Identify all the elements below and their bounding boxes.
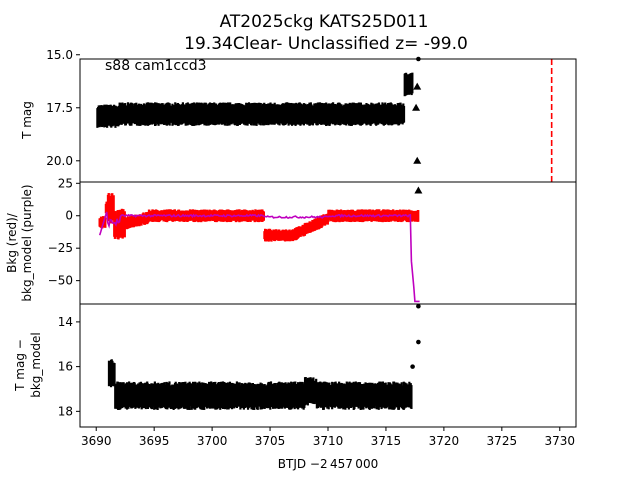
- x-tick-label: 3705: [255, 434, 286, 448]
- data-point: [416, 303, 421, 309]
- x-axis-label: BTJD −2 457 000: [278, 457, 378, 471]
- triangle-marker: [414, 186, 423, 194]
- triangle-marker: [413, 82, 422, 90]
- data-point: [410, 364, 415, 369]
- chart-title-line1: AT2025ckg KATS25D011: [220, 12, 429, 32]
- x-tick-label: 3695: [139, 434, 170, 448]
- panel-annotation: s88 cam1ccd3: [105, 58, 207, 74]
- panel-top-y-ticks: 15.0 17.5 20.0: [46, 48, 80, 168]
- panel-top: s88 cam1ccd3 15.0 17.5 20.0 T mag: [20, 48, 577, 194]
- panel-top-marks: [96, 56, 553, 194]
- panel-bottom-y-ticks: 14 16 18: [58, 315, 80, 418]
- x-tick-label: 3725: [487, 434, 518, 448]
- panel-bottom-marks: [107, 303, 421, 410]
- x-tick-label: 3700: [197, 434, 228, 448]
- x-tick-label: 3690: [81, 434, 112, 448]
- y-tick-label: 17.5: [46, 101, 73, 115]
- bkg-model-line: [98, 211, 420, 303]
- x-axis-ticks: 3690 3695 3700 3705 3710 3715 3720 3725 3730: [81, 427, 575, 448]
- y-tick-label: 16: [58, 360, 73, 374]
- panel-bottom-ylabel-line1: T mag −: [13, 339, 27, 392]
- panel-bottom-ylabel-line2: bkg_model: [29, 332, 43, 398]
- y-tick-label: 18: [58, 404, 73, 418]
- chart-title-line2: 19.34Clear- Unclassified z= -99.0: [184, 34, 468, 54]
- panel-middle: 25 0 −25 −50 Bkg (red)/ bkg_model (purple): [5, 176, 577, 305]
- panel-middle-y-ticks: 25 0 −25 −50: [48, 176, 80, 288]
- x-tick-label: 3730: [545, 434, 576, 448]
- x-tick-label: 3720: [429, 434, 460, 448]
- y-tick-label: 15.0: [46, 48, 73, 62]
- panel-top-ylabel: T mag: [20, 101, 34, 140]
- y-tick-label: 25: [58, 176, 73, 190]
- y-tick-label: 0: [65, 209, 73, 223]
- x-tick-label: 3715: [371, 434, 402, 448]
- data-point: [416, 339, 421, 345]
- y-tick-label: 20.0: [46, 154, 73, 168]
- x-tick-label: 3710: [313, 434, 344, 448]
- panel-middle-ylabel-line2: bkg_model (purple): [20, 184, 34, 301]
- panel-middle-ylabel-line1: Bkg (red)/: [5, 212, 19, 273]
- panel-bottom: 14 16 18 T mag − bkg_model: [13, 303, 577, 428]
- panel-middle-marks: [98, 193, 420, 303]
- triangle-marker: [413, 156, 422, 164]
- y-tick-label: −25: [48, 241, 73, 255]
- y-tick-label: 14: [58, 315, 73, 329]
- y-tick-label: −50: [48, 274, 73, 288]
- triangle-marker: [412, 103, 421, 111]
